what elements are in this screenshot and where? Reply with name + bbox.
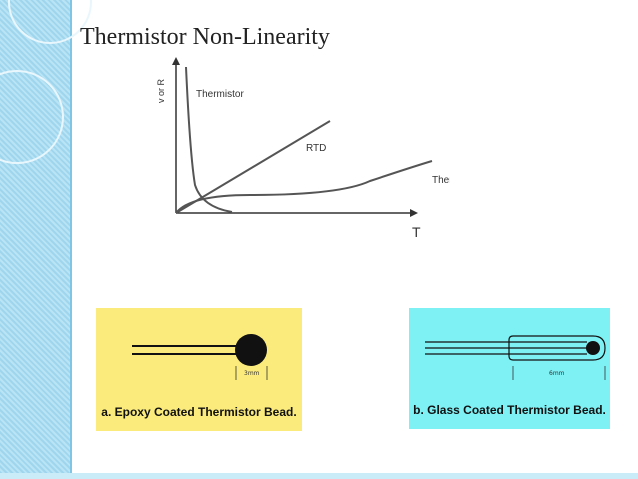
rtd-label: RTD: [306, 143, 326, 154]
nonlinearity-graph: v or R T Thermistor RTD Thermocouple: [156, 57, 450, 240]
glass-bead-panel: 6mm b. Glass Coated Thermistor Bead.: [409, 308, 610, 429]
glass-coating: [508, 335, 606, 361]
x-axis-label: T: [412, 224, 421, 240]
epoxy-dimension-label: 3mm: [244, 370, 260, 377]
epoxy-bead-caption: a. Epoxy Coated Thermistor Bead.: [101, 405, 297, 419]
glass-bead: [586, 341, 600, 355]
epoxy-bead: [235, 334, 267, 366]
x-axis-arrow: [410, 209, 418, 217]
thermistor-label: Thermistor: [196, 89, 244, 100]
y-axis-arrow: [172, 57, 180, 65]
slide-title: Thermistor Non-Linearity: [80, 24, 330, 50]
epoxy-bead-panel: 3mm a. Epoxy Coated Thermistor Bead.: [96, 308, 302, 431]
glass-bead-drawing: [425, 335, 606, 380]
y-axis-label: v or R: [156, 78, 166, 103]
thermocouple-curve: [175, 160, 433, 214]
decorative-bottom-strip: [0, 473, 638, 479]
thermocouple-label: Thermocouple: [432, 175, 450, 186]
thermistor-curve: [185, 66, 233, 213]
rtd-curve: [175, 120, 331, 214]
epoxy-bead-drawing: [132, 334, 268, 380]
glass-dimension-label: 6mm: [549, 370, 565, 377]
glass-bead-caption: b. Glass Coated Thermistor Bead.: [413, 403, 606, 417]
